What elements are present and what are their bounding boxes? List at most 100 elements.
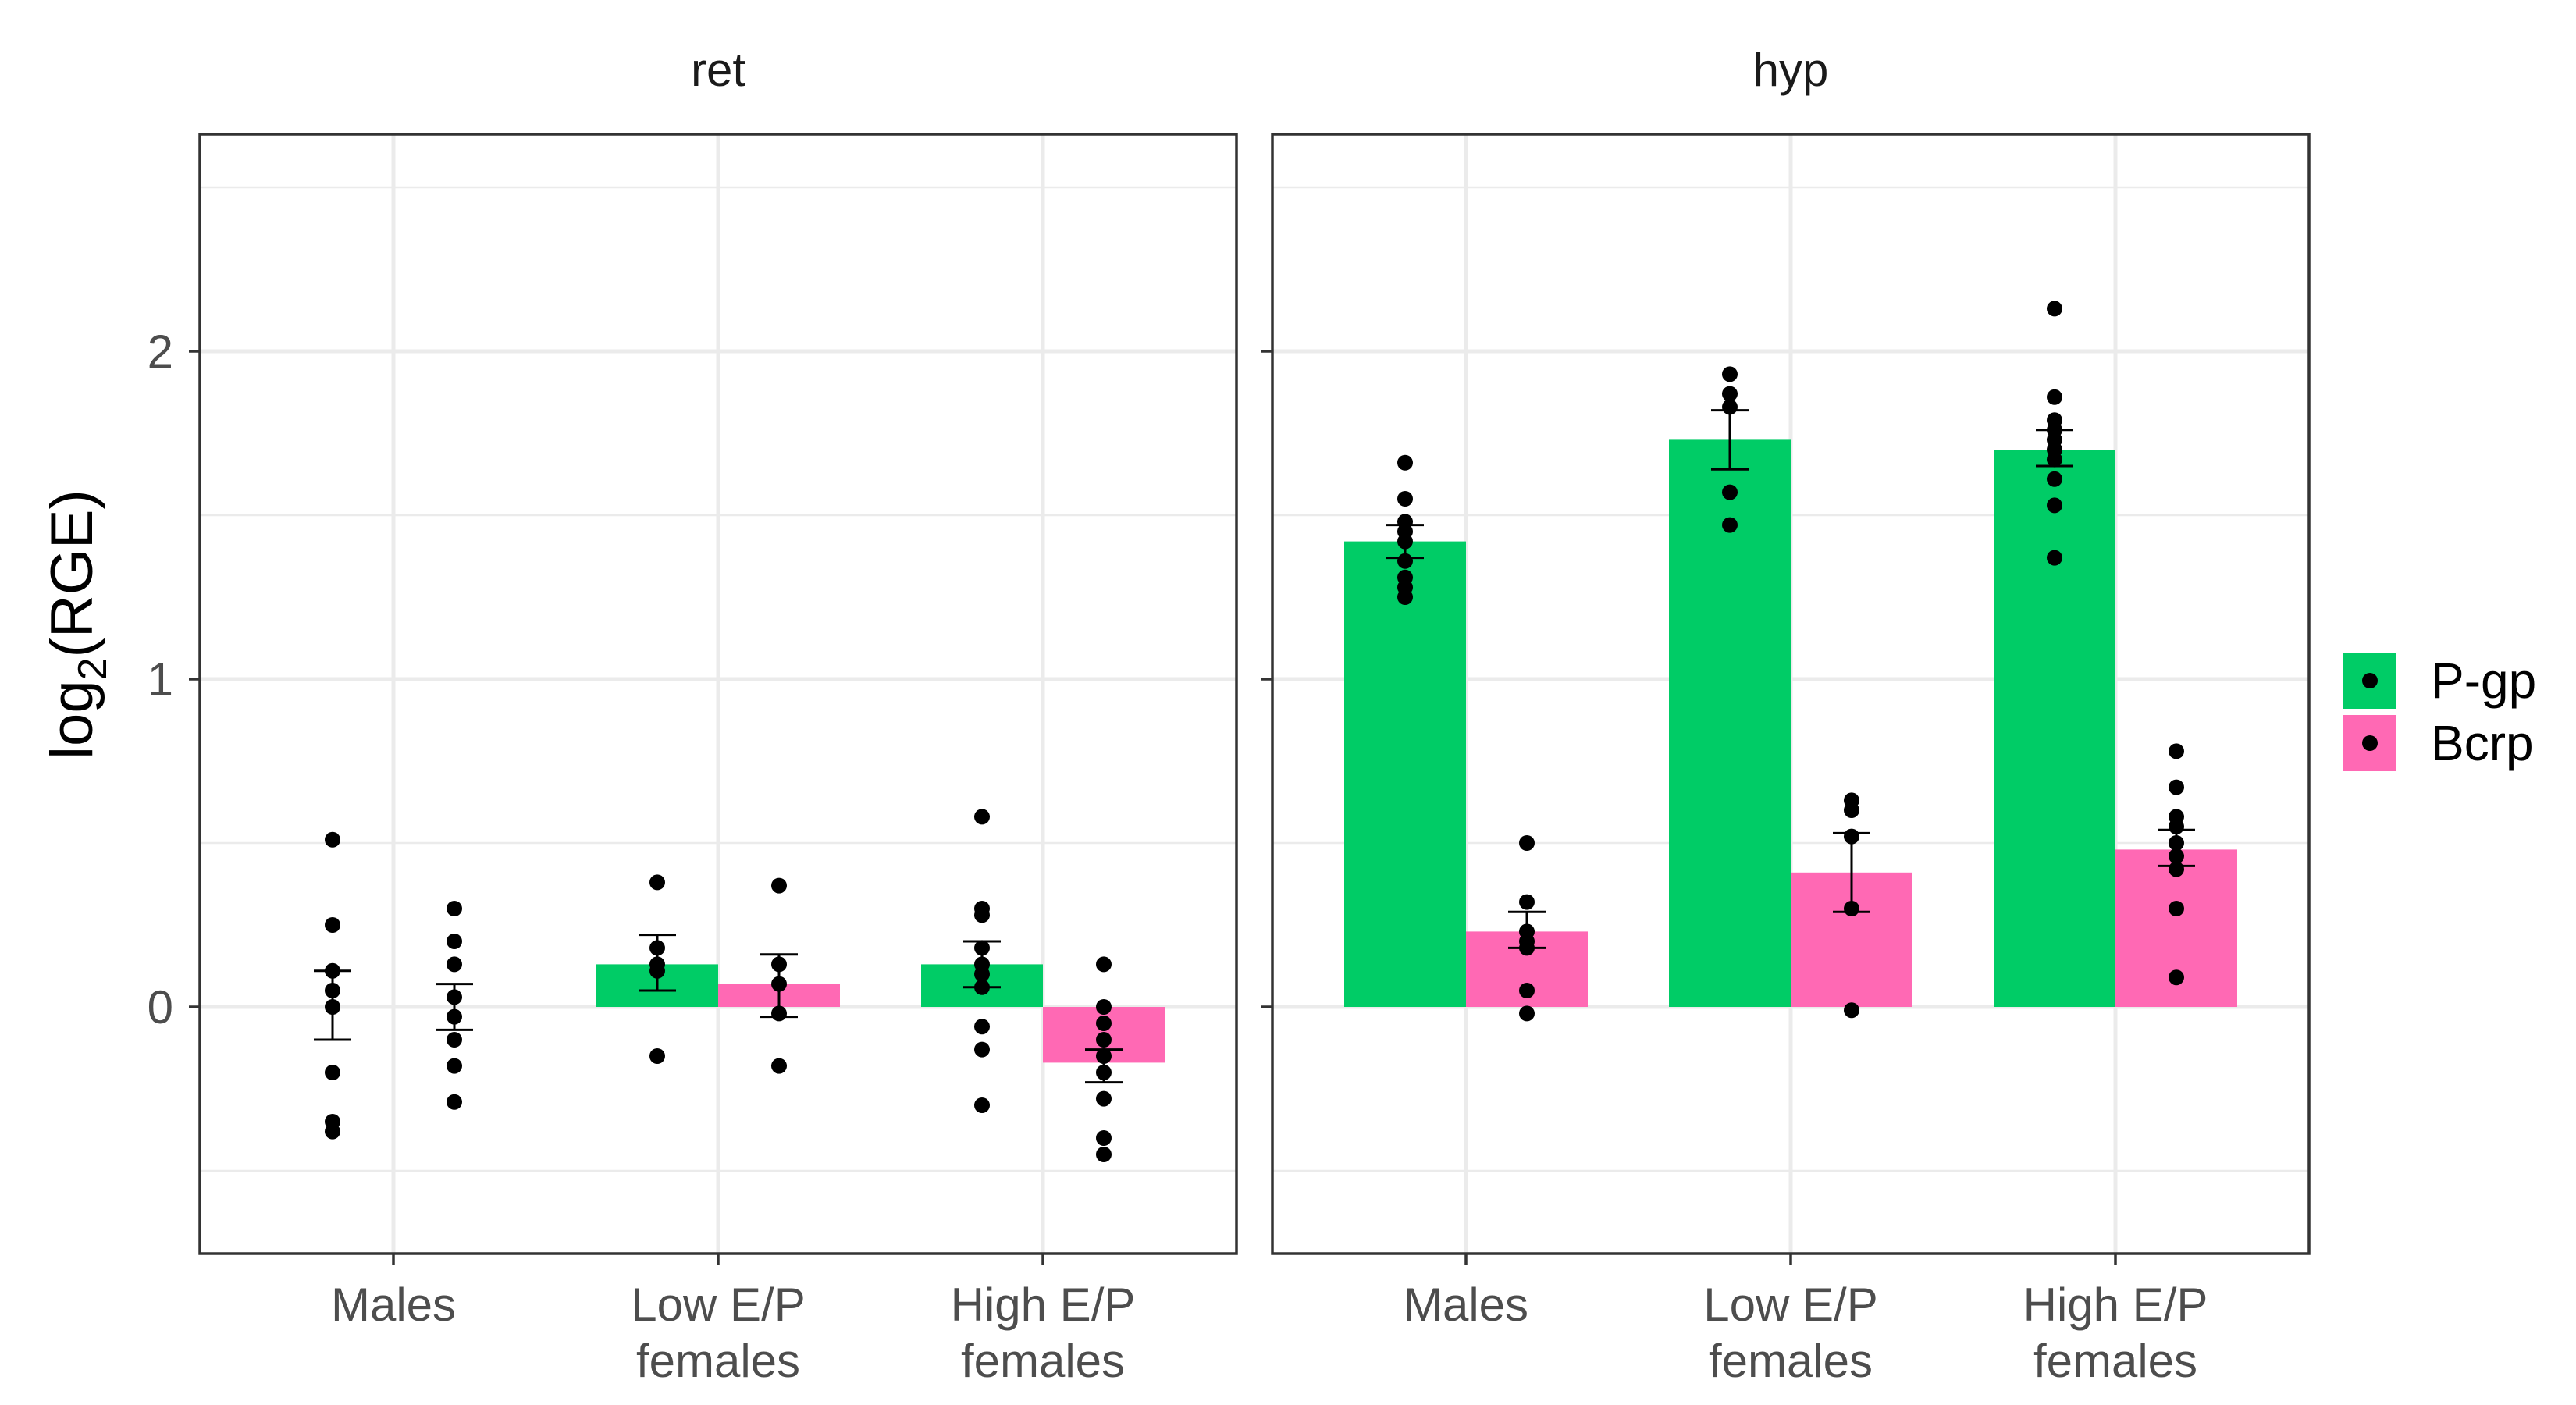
data-point bbox=[325, 999, 340, 1015]
y-tick-label: 0 bbox=[148, 981, 173, 1033]
data-point bbox=[1096, 1065, 1112, 1080]
data-point bbox=[974, 1041, 990, 1058]
data-point bbox=[771, 956, 787, 973]
data-point bbox=[1844, 828, 1859, 845]
x-tick-label: High E/P bbox=[2023, 1279, 2208, 1331]
data-point bbox=[1096, 1032, 1112, 1048]
legend-label: P-gp bbox=[2431, 653, 2536, 709]
x-tick-label: Low E/P bbox=[631, 1279, 805, 1331]
data-point bbox=[2169, 848, 2184, 864]
data-point bbox=[2047, 389, 2062, 405]
data-point bbox=[2169, 779, 2184, 795]
data-point bbox=[974, 907, 990, 923]
data-point bbox=[1844, 901, 1859, 916]
data-point bbox=[974, 979, 990, 995]
y-axis-title-rest: (RGE) bbox=[39, 489, 105, 657]
legend-item-bcrp: Bcrp bbox=[2343, 715, 2534, 771]
data-point bbox=[2047, 550, 2062, 566]
y-tick-label: 1 bbox=[148, 653, 173, 706]
data-point bbox=[1519, 940, 1535, 956]
data-point bbox=[1722, 484, 1738, 500]
bar-p-gp bbox=[1669, 439, 1791, 1007]
x-tick-label: Low E/P bbox=[1703, 1279, 1877, 1331]
x-tick-label: Males bbox=[1404, 1279, 1528, 1331]
y-axis-title-log: log bbox=[39, 680, 105, 759]
y-axis: 0 1 2 bbox=[148, 325, 173, 1033]
data-point bbox=[2169, 835, 2184, 851]
data-point bbox=[447, 901, 462, 916]
data-point bbox=[649, 940, 665, 956]
data-point bbox=[649, 1048, 665, 1064]
data-point bbox=[974, 1097, 990, 1113]
svg-text:log2(RGE): log2(RGE) bbox=[39, 489, 116, 759]
data-point bbox=[325, 831, 340, 848]
data-point bbox=[1519, 1005, 1535, 1022]
data-point bbox=[771, 877, 787, 894]
x-tick-label: females bbox=[636, 1335, 800, 1387]
data-point bbox=[974, 1019, 990, 1035]
data-point bbox=[1096, 1090, 1112, 1107]
x-tick-label: Males bbox=[331, 1279, 456, 1331]
legend-point-icon bbox=[2362, 735, 2378, 751]
data-point bbox=[325, 983, 340, 998]
data-point bbox=[1096, 1048, 1112, 1064]
x-tick-label: females bbox=[961, 1335, 1125, 1387]
data-point bbox=[1096, 1130, 1112, 1146]
data-point bbox=[1397, 589, 1413, 605]
bar-p-gp bbox=[1344, 541, 1466, 1007]
data-point bbox=[447, 989, 462, 1005]
data-point bbox=[1722, 517, 1738, 533]
data-point bbox=[1722, 399, 1738, 415]
data-point bbox=[1844, 1002, 1859, 1019]
data-point bbox=[2169, 901, 2184, 916]
data-point bbox=[447, 1094, 462, 1110]
data-point bbox=[1096, 1016, 1112, 1031]
data-point bbox=[974, 809, 990, 825]
data-point bbox=[2169, 743, 2184, 759]
x-tick-label: females bbox=[1709, 1335, 1873, 1387]
data-point bbox=[1397, 533, 1413, 550]
data-point bbox=[447, 1008, 462, 1025]
legend-point-icon bbox=[2362, 673, 2378, 688]
data-point bbox=[447, 1058, 462, 1074]
x-tick-label: High E/P bbox=[951, 1279, 1136, 1331]
y-axis-title-subscript: 2 bbox=[70, 657, 116, 680]
data-point bbox=[447, 956, 462, 973]
data-point bbox=[649, 874, 665, 891]
data-point bbox=[771, 1058, 787, 1074]
data-point bbox=[649, 962, 665, 979]
data-point bbox=[2047, 301, 2062, 317]
data-point bbox=[1096, 999, 1112, 1015]
data-point bbox=[447, 1032, 462, 1048]
data-point bbox=[2047, 451, 2062, 468]
panel-title: hyp bbox=[1753, 44, 1829, 96]
data-point bbox=[1096, 1147, 1112, 1162]
data-point bbox=[974, 940, 990, 956]
data-point bbox=[771, 976, 787, 992]
data-point bbox=[1397, 553, 1413, 569]
data-point bbox=[2169, 819, 2184, 834]
data-point bbox=[771, 1005, 787, 1022]
data-point bbox=[1519, 835, 1535, 851]
legend-item-p-gp: P-gp bbox=[2343, 653, 2536, 709]
data-point bbox=[325, 1065, 340, 1080]
data-point bbox=[2169, 969, 2184, 986]
data-point bbox=[1722, 386, 1738, 402]
data-point bbox=[325, 962, 340, 979]
data-point bbox=[447, 934, 462, 949]
legend: P-gp Bcrp bbox=[2343, 653, 2536, 771]
x-tick-label: females bbox=[2033, 1335, 2197, 1387]
bar-p-gp bbox=[1994, 450, 2115, 1007]
data-point bbox=[2047, 471, 2062, 487]
data-point bbox=[325, 917, 340, 933]
data-point bbox=[1519, 983, 1535, 998]
data-point bbox=[1844, 802, 1859, 818]
data-point bbox=[1722, 366, 1738, 382]
data-point bbox=[1397, 491, 1413, 507]
data-point bbox=[1397, 454, 1413, 471]
y-axis-title: log2(RGE) bbox=[39, 489, 116, 759]
